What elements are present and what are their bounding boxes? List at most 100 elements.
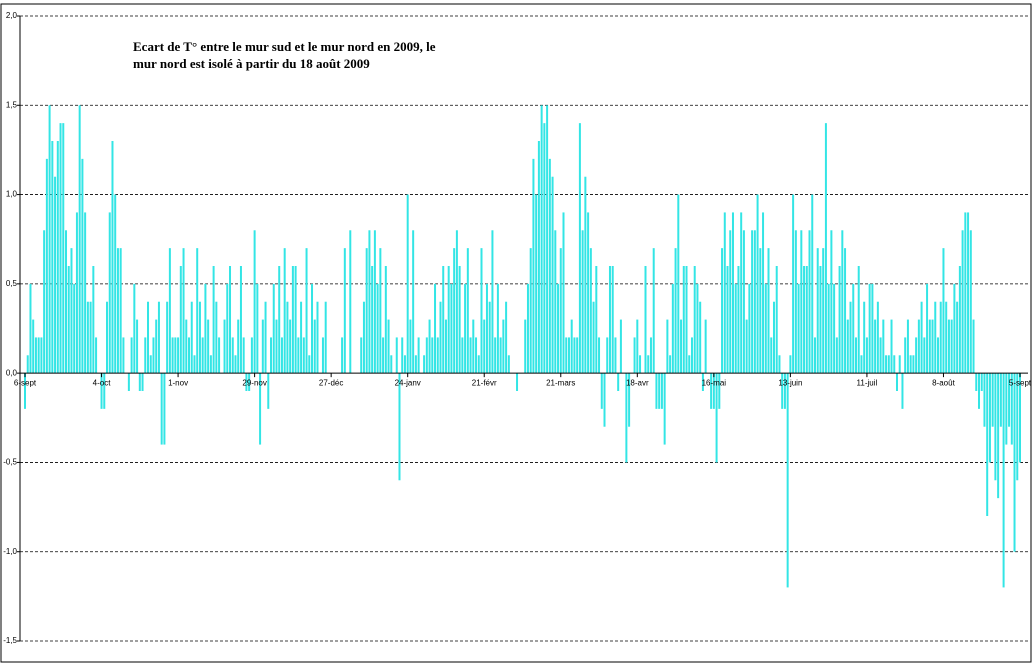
y-tick-label: 1,0: [6, 190, 18, 199]
bar: [1016, 373, 1019, 481]
bar: [958, 266, 961, 374]
y-tick-label: 2,0: [6, 11, 18, 20]
bar: [565, 337, 568, 374]
bar: [704, 319, 707, 374]
bar: [726, 266, 729, 374]
bar: [762, 212, 765, 374]
bar: [239, 266, 242, 374]
bar: [775, 266, 778, 374]
bar: [313, 319, 316, 374]
bar: [496, 283, 499, 374]
bar: [86, 301, 89, 374]
bar: [43, 230, 46, 374]
bar: [286, 301, 289, 374]
bar: [898, 355, 901, 374]
x-tick-label: 29-nov: [242, 378, 266, 387]
bar: [182, 248, 185, 374]
bar: [387, 319, 390, 374]
bar: [24, 373, 26, 409]
bar: [365, 248, 368, 374]
bar: [245, 373, 248, 391]
bar: [991, 373, 994, 427]
x-tick-label: 18-avr: [626, 378, 649, 387]
bar: [581, 230, 584, 374]
bar: [540, 105, 543, 374]
bar: [1010, 373, 1013, 445]
bar: [767, 248, 770, 374]
bar: [103, 373, 106, 409]
bar: [677, 194, 680, 374]
bar: [1013, 373, 1016, 552]
bar: [559, 248, 562, 374]
bar: [666, 319, 669, 374]
bar: [783, 373, 786, 409]
bar: [576, 337, 579, 374]
bar: [403, 355, 406, 374]
bar: [688, 355, 691, 374]
bar: [920, 301, 923, 374]
bar: [250, 337, 253, 374]
bar: [291, 266, 294, 374]
bar: [830, 230, 833, 374]
bar: [997, 373, 1000, 499]
bar: [56, 141, 59, 374]
bar: [964, 212, 967, 374]
bar: [248, 373, 251, 391]
bar: [65, 230, 68, 374]
bar: [969, 230, 972, 374]
bar: [133, 283, 136, 374]
bar: [409, 319, 412, 374]
bar: [529, 248, 532, 374]
bar: [680, 319, 683, 374]
bar: [699, 301, 702, 374]
y-tick-label: 0,5: [6, 279, 18, 288]
bar: [573, 337, 576, 374]
bar: [499, 337, 502, 374]
bar: [606, 337, 609, 374]
bar: [660, 373, 663, 409]
bar: [179, 266, 182, 374]
y-tick-label: -0,5: [3, 458, 17, 467]
bar: [740, 212, 743, 374]
bar: [701, 373, 704, 391]
x-tick-label: 21-févr: [472, 378, 497, 387]
bar: [412, 230, 415, 374]
bar: [160, 373, 163, 445]
bar: [253, 230, 256, 374]
bar: [122, 337, 125, 374]
bar: [598, 337, 601, 374]
bar: [595, 266, 598, 374]
bar: [119, 248, 122, 374]
bar: [45, 158, 48, 374]
bar: [562, 212, 565, 374]
bar: [980, 373, 983, 391]
bar: [589, 248, 592, 374]
bar: [373, 230, 376, 374]
bar: [81, 158, 84, 374]
bar: [852, 283, 855, 374]
bar: [505, 301, 508, 374]
bar: [147, 301, 150, 374]
chart-frame: [0, 3, 1032, 663]
bar: [923, 337, 926, 374]
x-tick-label: 16-mai: [702, 378, 727, 387]
bar: [196, 248, 199, 374]
bar: [863, 301, 866, 374]
bar: [942, 248, 945, 374]
bar: [108, 212, 111, 374]
y-tick-label: 1,5: [6, 100, 18, 109]
bar: [584, 176, 587, 374]
bar: [34, 337, 37, 374]
bar: [844, 248, 847, 374]
bar: [838, 266, 841, 374]
bar: [190, 301, 193, 374]
y-tick-label: -1,0: [3, 547, 17, 556]
bar: [174, 337, 177, 374]
x-tick-label: 11-juil: [857, 378, 878, 387]
bar: [721, 248, 724, 374]
bar: [764, 283, 767, 374]
bar: [953, 283, 956, 374]
bar: [485, 283, 488, 374]
bar: [270, 337, 273, 374]
bar: [40, 337, 43, 374]
